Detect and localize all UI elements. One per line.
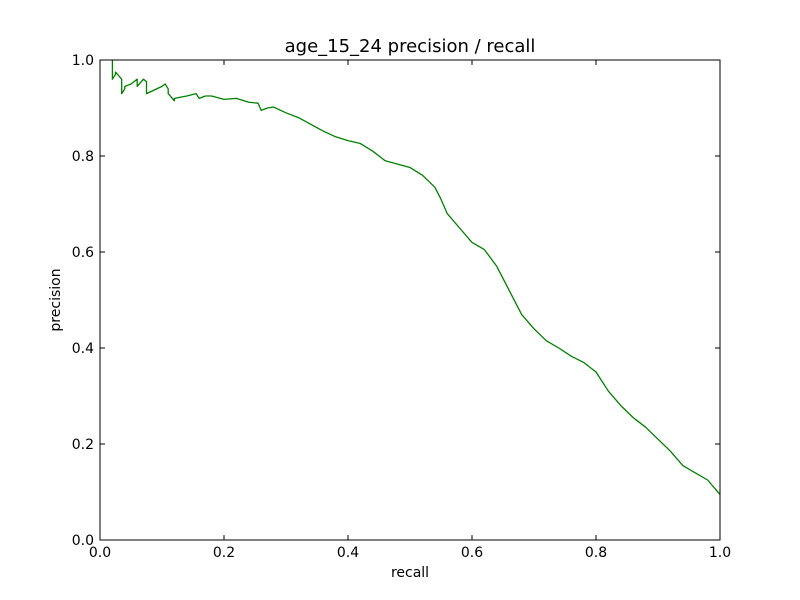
x-tick-label: 0.2 xyxy=(213,545,235,561)
y-tick-label: 0.8 xyxy=(72,149,94,165)
series-layer xyxy=(111,60,721,495)
chart-title: age_15_24 precision / recall xyxy=(285,36,536,57)
y-tick-label: 0.6 xyxy=(72,245,94,261)
x-axis-label: recall xyxy=(391,565,429,581)
pr-curve-line xyxy=(111,60,721,495)
y-tick-label: 0.0 xyxy=(72,533,94,549)
y-axis-label: precision xyxy=(48,268,64,331)
x-tick-label: 0.6 xyxy=(461,545,483,561)
y-tick-label: 1.0 xyxy=(72,53,94,69)
y-tick-label: 0.2 xyxy=(72,437,94,453)
x-tick-label: 0.0 xyxy=(89,545,111,561)
x-tick-label: 0.4 xyxy=(337,545,359,561)
ticks-layer: 0.0 0.2 0.4 0.6 0.8 1.0 0.0 0.2 0.4 0.6 0.8 1.0 xyxy=(72,53,731,561)
plot-area xyxy=(100,60,720,540)
plot-frame xyxy=(99,59,721,541)
x-tick-label: 0.8 xyxy=(585,545,607,561)
x-tick-label: 1.0 xyxy=(709,545,731,561)
y-tick-label: 0.4 xyxy=(72,341,94,357)
